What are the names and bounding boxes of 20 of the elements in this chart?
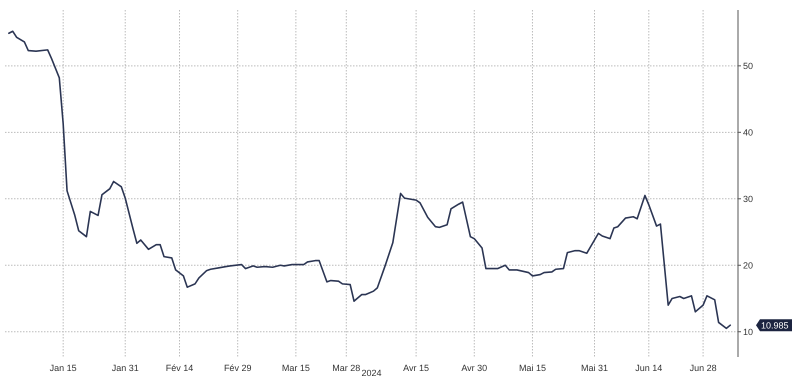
x-tick-label: Jan 15 — [50, 363, 77, 373]
x-tick-label: Jun 14 — [635, 363, 662, 373]
x-tick-label: Jun 28 — [690, 363, 717, 373]
x-tick-label: Mai 31 — [580, 363, 608, 373]
x-tick-label: Avr 15 — [403, 363, 430, 373]
y-tick-label: 20 — [743, 260, 754, 270]
x-tick-label: Fév 14 — [166, 363, 194, 373]
y-tick-label: 40 — [743, 127, 754, 138]
x-tick-label: Fév 29 — [224, 363, 252, 373]
x-axis-title: 2024 — [361, 368, 382, 378]
x-tick-label: Mar 28 — [332, 363, 360, 373]
x-tick-label: Avr 30 — [461, 363, 488, 373]
x-tick-label: Jan 31 — [112, 363, 139, 373]
x-tick-label: Mai 15 — [518, 363, 546, 373]
line-series — [8, 30, 732, 330]
x-tick-label: Mar 15 — [282, 363, 310, 373]
y-tick-label: 30 — [743, 194, 754, 204]
y-tick-label: 10 — [743, 326, 754, 337]
y-tick-label: 50 — [743, 60, 754, 71]
text: 10.985 — [761, 320, 789, 330]
